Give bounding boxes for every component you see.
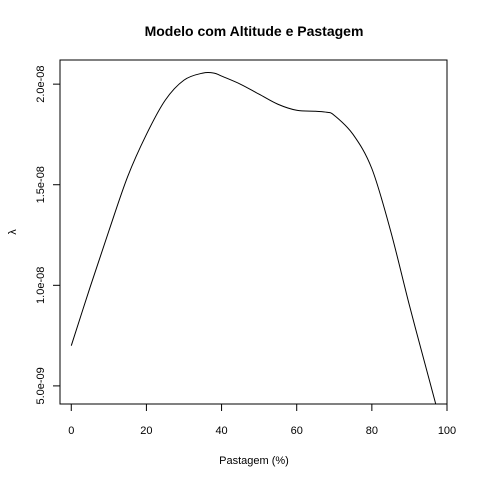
y-axis-label: λ: [7, 229, 19, 235]
chart-title: Modelo com Altitude e Pastagem: [145, 23, 364, 39]
x-tick-label: 40: [215, 425, 227, 437]
y-axis: 5.0e-09 1.0e-08 1.5e-08 2.0e-08: [35, 65, 61, 405]
y-tick-label: 2.0e-08: [35, 65, 47, 102]
y-tick-label: 1.5e-08: [35, 166, 47, 203]
x-tick-label: 100: [438, 425, 456, 437]
x-tick-label: 20: [140, 425, 152, 437]
y-tick-label: 5.0e-09: [35, 367, 47, 404]
x-axis-label: Pastagem (%): [219, 455, 289, 467]
plot-area-box: [59, 59, 448, 405]
x-axis: 0 20 40 60 80 100: [68, 403, 456, 437]
series-line: [70, 71, 437, 405]
x-tick-label: 80: [366, 425, 378, 437]
x-tick-label: 0: [68, 425, 74, 437]
x-tick-label: 60: [291, 425, 303, 437]
y-tick-label: 1.0e-08: [35, 267, 47, 304]
